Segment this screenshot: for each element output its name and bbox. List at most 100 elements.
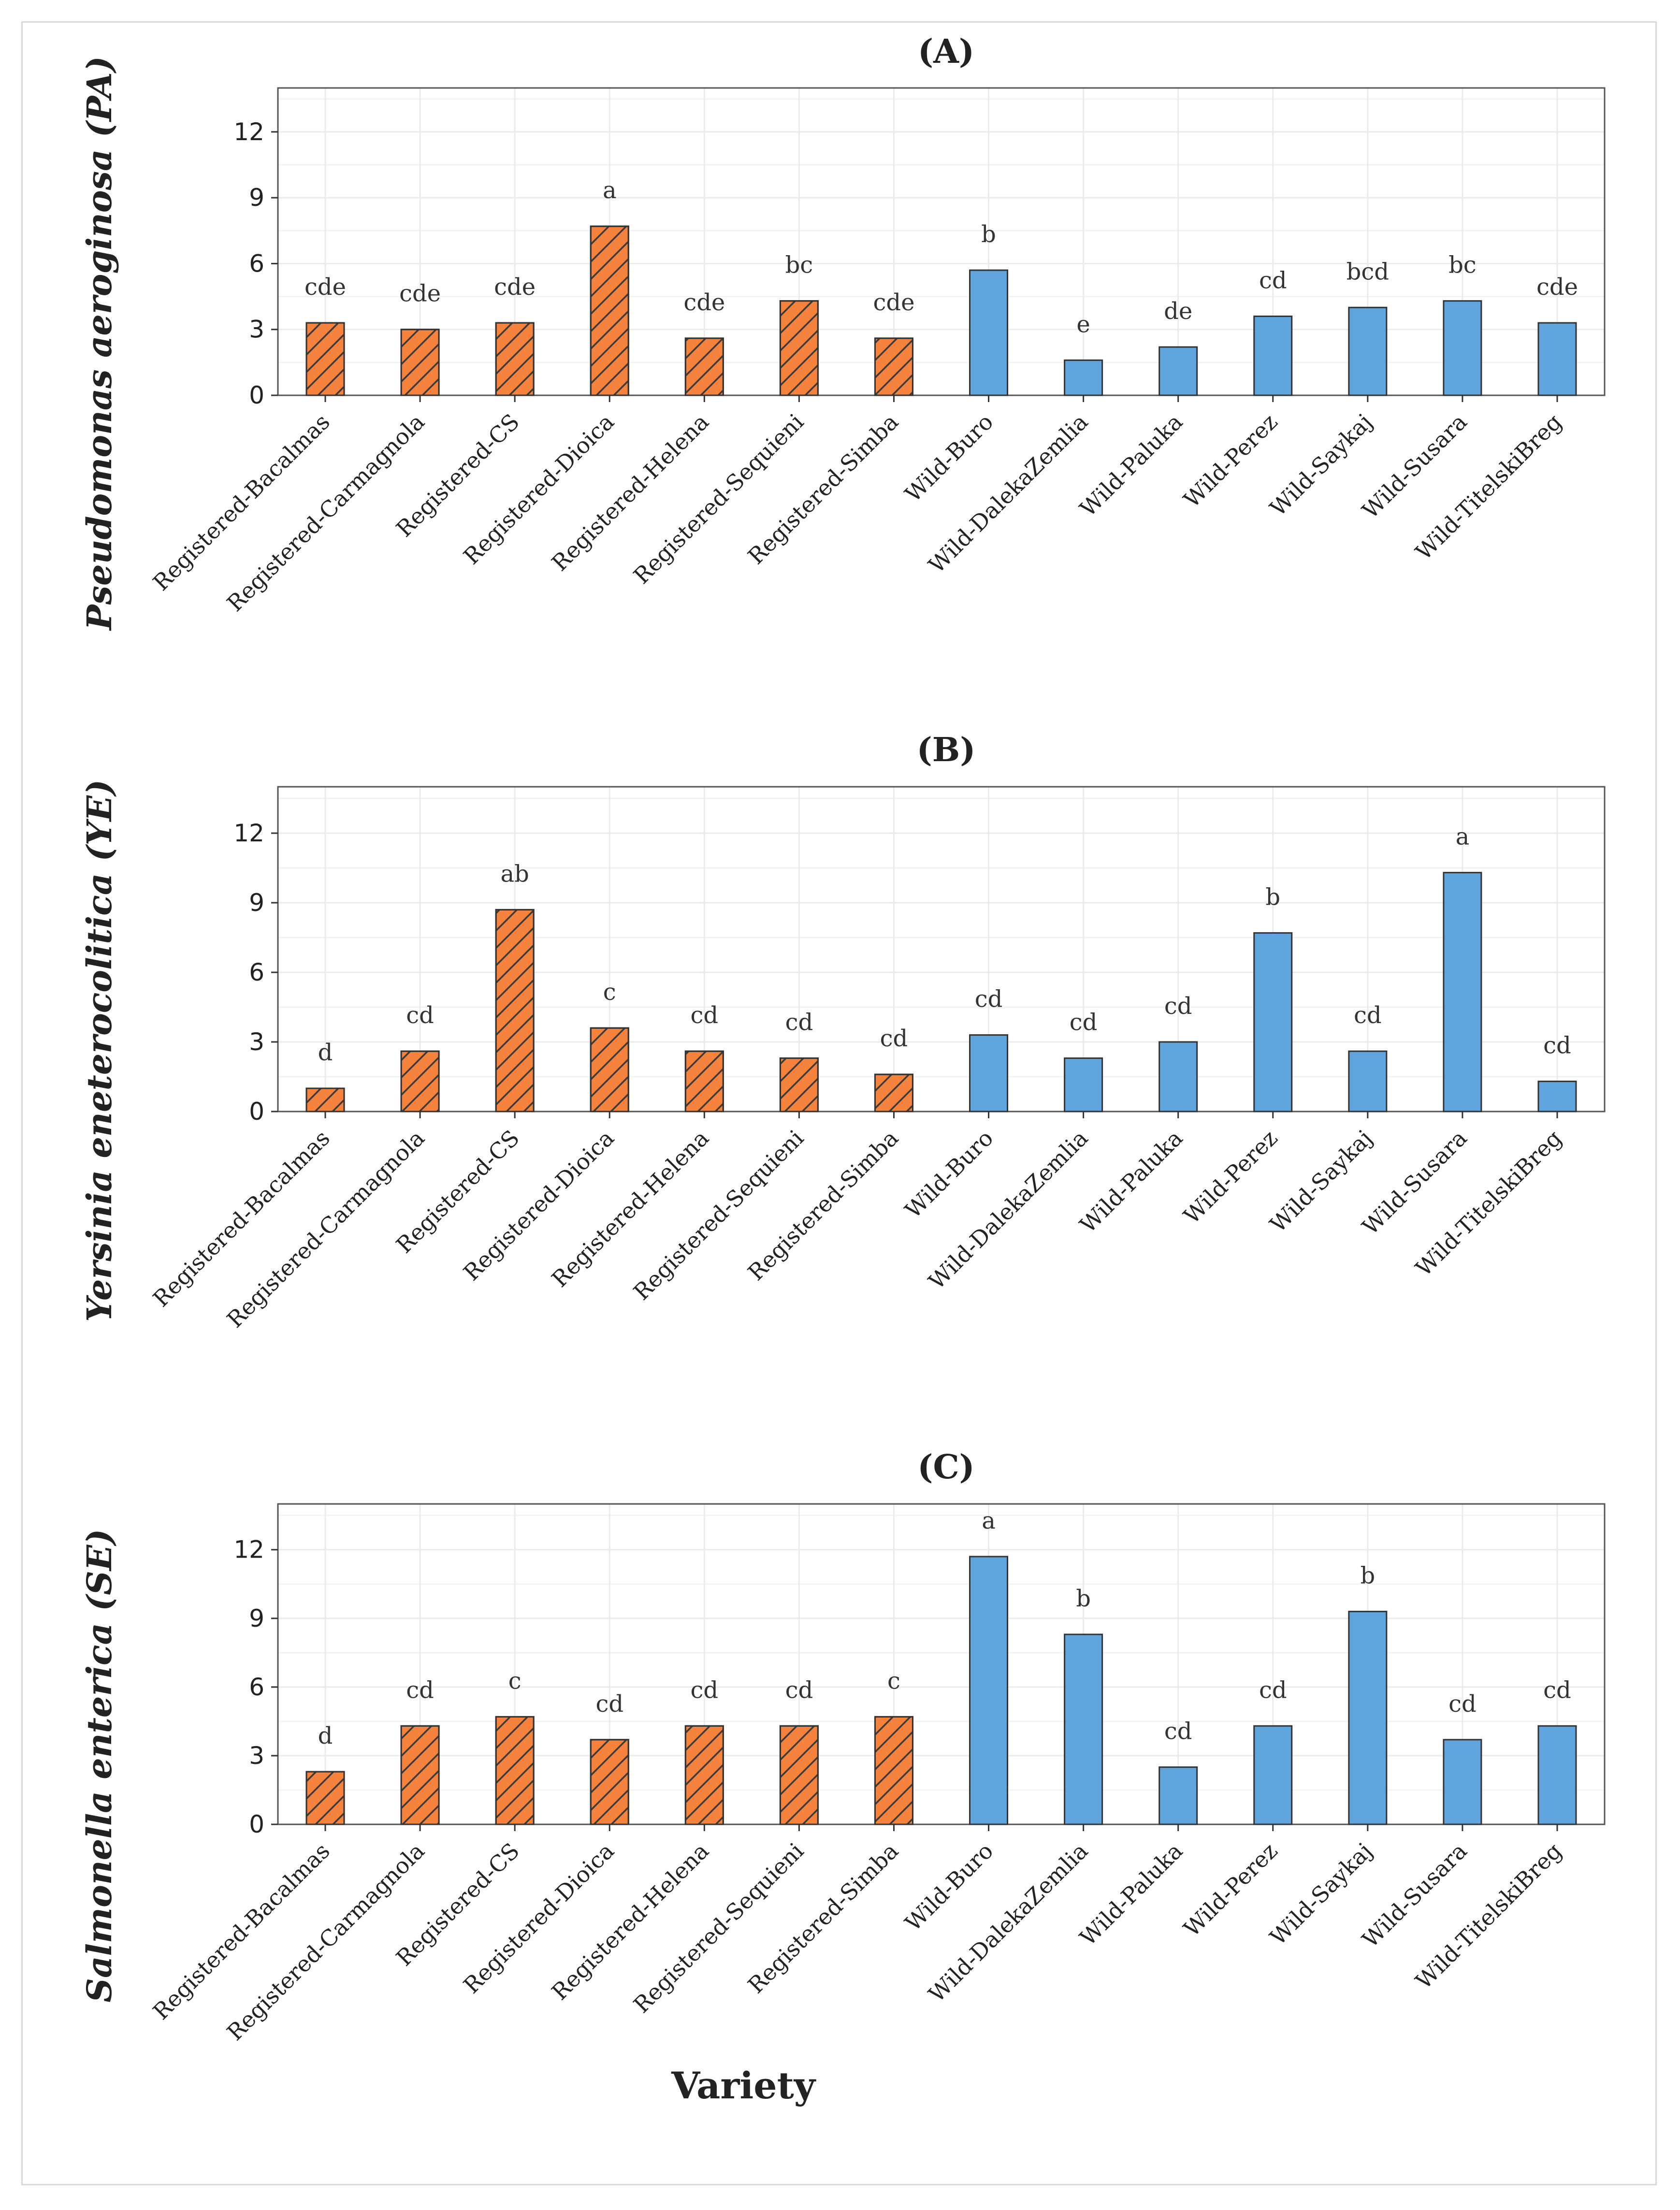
panel-title: (A) bbox=[918, 32, 974, 71]
bar-hatch bbox=[779, 1057, 819, 1112]
significance-label: c bbox=[887, 1667, 900, 1694]
significance-label: b bbox=[1360, 1562, 1375, 1589]
significance-label: cde bbox=[494, 274, 536, 301]
significance-label: a bbox=[982, 1507, 996, 1534]
significance-label: b bbox=[1076, 1585, 1091, 1612]
x-tick-label: Wild-DalekaZemlia bbox=[924, 1838, 1093, 2008]
significance-label: bc bbox=[785, 252, 813, 279]
significance-label: cde bbox=[683, 289, 725, 316]
x-tick-label: Wild-Paluka bbox=[1075, 1125, 1188, 1238]
x-tick-label: Wild-Perez bbox=[1178, 1125, 1282, 1229]
x-tick-label: Wild-Buro bbox=[900, 1838, 999, 1936]
y-axis-title: Yersinia eneterocolitica (YE) bbox=[79, 780, 119, 1322]
bar-wild-titelskibreg bbox=[1537, 1725, 1577, 1825]
x-tick-label: Wild-DalekaZemlia bbox=[924, 1125, 1093, 1295]
x-tick-label: Registered-Helena bbox=[547, 1125, 714, 1292]
x-tick-label: Wild-Buro bbox=[900, 1125, 999, 1224]
y-tick-label: 9 bbox=[249, 184, 264, 212]
y-axis-title: Pseudomonas aeroginosa (PA) bbox=[79, 56, 119, 631]
y-tick-label: 3 bbox=[249, 316, 264, 344]
significance-label: cd bbox=[406, 1676, 434, 1704]
x-axis-title: Variety bbox=[671, 2064, 816, 2107]
bar-wild-saykaj bbox=[1348, 1611, 1388, 1825]
bar-hatch bbox=[684, 337, 724, 396]
significance-label: cd bbox=[1448, 1690, 1477, 1718]
chart-panel-2: 0 3 6 9 12 d Registered-Bacalmas cd Registered-C… bbox=[79, 731, 1606, 1333]
y-tick-label: 3 bbox=[249, 1742, 264, 1770]
bar-wild-buro bbox=[969, 1556, 1009, 1825]
bar-hatch bbox=[495, 1716, 535, 1825]
y-tick-label: 0 bbox=[249, 1810, 264, 1838]
plot-area bbox=[277, 786, 1606, 1112]
significance-label: cd bbox=[1259, 1676, 1287, 1704]
plot-border bbox=[277, 786, 1606, 1112]
bar-hatch bbox=[779, 1725, 819, 1825]
y-tick-label: 6 bbox=[249, 1673, 264, 1701]
bar-hatch bbox=[400, 329, 440, 396]
significance-label: bcd bbox=[1347, 258, 1389, 285]
x-tick-label: Registered-Carmagnola bbox=[222, 1838, 430, 2046]
bar-wild-susara bbox=[1443, 1739, 1482, 1825]
significance-label: cd bbox=[1259, 267, 1287, 294]
bar-hatch bbox=[590, 1027, 629, 1112]
y-tick-label: 9 bbox=[249, 889, 264, 917]
significance-label: cd bbox=[1354, 1002, 1382, 1029]
x-tick-label: Registered-Helena bbox=[547, 409, 714, 576]
x-tick-label: Registered-Sequieni bbox=[628, 1125, 809, 1305]
bar-wild-perez bbox=[1253, 315, 1293, 396]
x-tick-label: Registered-Bacalmas bbox=[148, 409, 335, 596]
chart-panel-3: 0 3 6 9 12 d Registered-Bacalmas cd Registered-C… bbox=[79, 1448, 1606, 2046]
significance-label: ab bbox=[501, 860, 529, 887]
significance-label: cde bbox=[399, 280, 441, 307]
x-tick-label: Wild-Paluka bbox=[1075, 409, 1188, 522]
bar-hatch bbox=[305, 1087, 345, 1112]
y-tick-label: 12 bbox=[233, 819, 264, 847]
plot-border bbox=[277, 87, 1606, 396]
significance-label: cd bbox=[1543, 1676, 1571, 1704]
chart-panel-1: 036912cdeRegistered-BacalmascdeRegistere… bbox=[79, 32, 1606, 631]
significance-label: bc bbox=[1448, 252, 1477, 279]
significance-label: cd bbox=[975, 986, 1003, 1013]
significance-label: cd bbox=[691, 1676, 719, 1704]
bar-wild-paluka bbox=[1159, 346, 1198, 396]
significance-label: cde bbox=[1536, 274, 1578, 301]
y-axis-title: Salmonella enterica (SE) bbox=[79, 1529, 119, 2003]
x-tick-label: Registered-Carmagnola bbox=[222, 1125, 430, 1333]
significance-label: cd bbox=[1164, 993, 1192, 1020]
x-tick-label: Registered-Carmagnola bbox=[222, 409, 430, 617]
bar-hatch bbox=[684, 1050, 724, 1112]
x-tick-label: Wild-Buro bbox=[900, 409, 999, 507]
x-tick-label: Registered-Bacalmas bbox=[148, 1838, 335, 2025]
y-tick-label: 9 bbox=[249, 1604, 264, 1632]
bar-hatch bbox=[305, 1771, 345, 1825]
bar-wild-buro bbox=[969, 1034, 1009, 1112]
bar-hatch bbox=[400, 1050, 440, 1112]
x-tick-label: Registered-Helena bbox=[547, 1838, 714, 2005]
bar-wild-buro bbox=[969, 269, 1009, 396]
x-tick-label: Registered-Sequieni bbox=[628, 409, 809, 589]
significance-label: cd bbox=[1164, 1718, 1192, 1745]
plot-area bbox=[277, 1503, 1606, 1825]
x-tick-label: Wild-Perez bbox=[1178, 1838, 1282, 1942]
significance-label: cd bbox=[880, 1025, 908, 1052]
bar-hatch bbox=[874, 337, 913, 396]
significance-label: c bbox=[603, 979, 616, 1006]
bar-hatch bbox=[495, 909, 535, 1112]
bar-wild-paluka bbox=[1159, 1041, 1198, 1112]
bar-wild-perez bbox=[1253, 932, 1293, 1112]
significance-label: de bbox=[1164, 298, 1192, 325]
bar-wild-susara bbox=[1443, 300, 1482, 396]
y-tick-label: 6 bbox=[249, 958, 264, 986]
significance-label: cd bbox=[785, 1009, 813, 1036]
bar-wild-dalekazemlia bbox=[1064, 359, 1103, 396]
significance-label: e bbox=[1076, 311, 1090, 338]
bar-hatch bbox=[400, 1725, 440, 1825]
bar-wild-titelskibreg bbox=[1537, 322, 1577, 396]
bar-wild-perez bbox=[1253, 1725, 1293, 1825]
bar-wild-susara bbox=[1443, 872, 1482, 1112]
y-tick-label: 3 bbox=[249, 1028, 264, 1056]
x-tick-label: Registered-Sequieni bbox=[628, 1838, 809, 2018]
x-tick-label: Wild-Perez bbox=[1178, 409, 1282, 513]
bar-hatch bbox=[684, 1725, 724, 1825]
